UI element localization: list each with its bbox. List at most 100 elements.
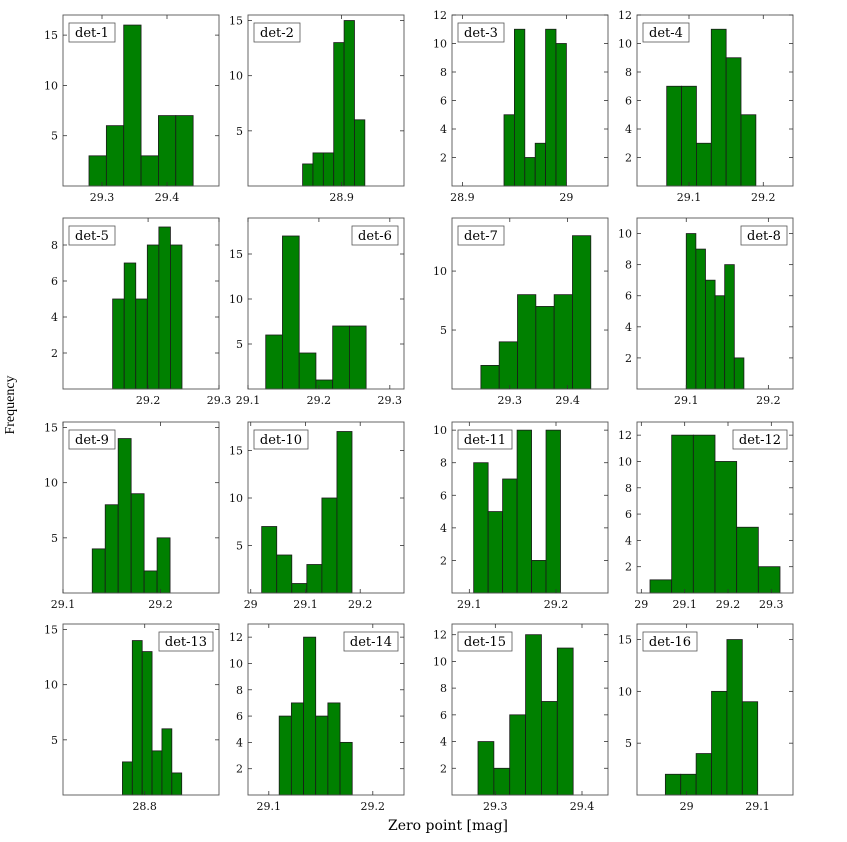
y-tick-label: 10 xyxy=(618,685,632,698)
histogram-bar xyxy=(534,142,547,187)
axes-frame xyxy=(247,421,405,594)
y-tick-label: 6 xyxy=(625,95,632,108)
histogram-bar xyxy=(302,163,314,187)
histogram-bar xyxy=(503,114,515,187)
y-tick-label: 2 xyxy=(51,347,58,360)
panel-label: det-10 xyxy=(260,433,302,448)
histogram-bar xyxy=(710,28,727,187)
y-tick-label: 2 xyxy=(625,152,632,165)
panel-label: det-4 xyxy=(649,26,683,41)
y-tick-label: 6 xyxy=(51,275,58,288)
histogram-bar xyxy=(161,728,173,796)
y-tick-label: 10 xyxy=(44,477,58,490)
histogram-bar xyxy=(695,753,712,796)
panel-det-16: 29 29.1 5 10 15 det-16 xyxy=(618,623,794,813)
histogram-bar xyxy=(170,244,183,390)
histogram-bar xyxy=(705,279,716,390)
x-tick-label: 29.4 xyxy=(570,800,595,813)
y-tick-label: 4 xyxy=(440,123,447,136)
y-tick-label: 4 xyxy=(625,534,632,547)
y-tick-label: 10 xyxy=(229,70,243,83)
histogram-bar xyxy=(315,379,334,390)
y-tick-label: 15 xyxy=(618,634,632,647)
axes-frame xyxy=(636,217,794,390)
histogram-bar xyxy=(671,434,694,594)
histogram-bar xyxy=(572,235,592,390)
y-tick-label: 15 xyxy=(44,624,58,637)
panel-label-box xyxy=(457,631,513,652)
histogram-bar xyxy=(117,438,132,594)
x-tick-label: 29.4 xyxy=(155,191,180,204)
histogram-bar xyxy=(333,42,345,187)
histogram-bar xyxy=(171,772,183,796)
x-tick-label: 28.9 xyxy=(450,191,475,204)
x-tick-label: 29 xyxy=(244,598,258,611)
histogram-bar xyxy=(312,152,324,187)
panel-label: det-15 xyxy=(464,635,506,650)
histogram-bar xyxy=(555,43,567,187)
histogram-bar xyxy=(696,142,712,187)
histogram-bar xyxy=(724,264,735,390)
y-tick-label: 12 xyxy=(433,629,447,642)
histogram-bar xyxy=(498,341,518,390)
y-tick-label: 12 xyxy=(433,9,447,22)
panel-label-box xyxy=(253,22,301,43)
histogram-bar xyxy=(741,701,759,796)
y-tick-label: 12 xyxy=(618,9,632,22)
axes-frame xyxy=(62,623,220,796)
histogram-bar xyxy=(685,233,697,390)
x-tick-label: 29.1 xyxy=(674,394,699,407)
histogram-bar xyxy=(141,651,153,796)
histogram-bar xyxy=(130,493,145,594)
panel-det-15: 29.3 29.4 2 4 6 8 10 12 det-15 xyxy=(433,623,609,813)
y-tick-label: 10 xyxy=(229,658,243,671)
histogram-bar xyxy=(649,579,673,594)
y-tick-label: 6 xyxy=(625,290,632,303)
axes-frame xyxy=(62,14,220,187)
x-tick-label: 29 xyxy=(559,191,573,204)
x-tick-label: 29.1 xyxy=(293,598,318,611)
histogram-bar xyxy=(354,119,366,187)
histogram-bar xyxy=(666,85,682,187)
histogram-bar xyxy=(276,554,293,594)
y-tick-label: 6 xyxy=(440,709,447,722)
y-tick-label: 10 xyxy=(229,492,243,505)
axes-frame xyxy=(247,14,405,187)
panel-label-box xyxy=(642,22,690,43)
histogram-bar xyxy=(122,761,133,796)
y-tick-label: 2 xyxy=(236,763,243,776)
x-tick-label: 29 xyxy=(634,598,648,611)
histogram-bar xyxy=(158,115,177,187)
x-tick-label: 29.2 xyxy=(716,598,741,611)
histogram-bar xyxy=(736,526,759,594)
histogram-bar xyxy=(140,155,159,187)
axes-frame xyxy=(636,623,794,796)
y-tick-label: 8 xyxy=(51,239,58,252)
histogram-bar xyxy=(733,357,745,390)
y-tick-label: 12 xyxy=(229,631,243,644)
panel-label: det-5 xyxy=(75,229,109,244)
histogram-bar xyxy=(681,85,697,187)
y-tick-label: 10 xyxy=(44,79,58,92)
panel-det-12: 29 29.1 29.2 29.3 2 4 6 8 10 12 det-12 xyxy=(618,421,794,611)
histogram-bar xyxy=(535,306,555,390)
panel-label-box xyxy=(351,225,399,246)
panel-label: det-3 xyxy=(464,26,498,41)
panel-det-11: 29.1 29.2 2 4 6 8 10 det-11 xyxy=(433,421,609,611)
y-tick-label: 2 xyxy=(440,762,447,775)
histogram-bar xyxy=(315,715,329,796)
panel-label-box xyxy=(740,225,788,246)
y-tick-label: 4 xyxy=(625,321,632,334)
histogram-bar xyxy=(146,244,160,390)
x-tick-label: 29.3 xyxy=(207,394,232,407)
histogram-bar xyxy=(175,115,194,187)
panel-label-box xyxy=(158,631,214,652)
x-tick-label: 29.4 xyxy=(555,394,580,407)
histogram-bar xyxy=(517,294,537,390)
axes-frame xyxy=(636,421,794,594)
x-tick-label: 29.2 xyxy=(544,598,569,611)
panel-det-5: 29.2 29.3 2 4 6 8 det-5 xyxy=(51,217,232,407)
y-tick-label: 10 xyxy=(433,655,447,668)
